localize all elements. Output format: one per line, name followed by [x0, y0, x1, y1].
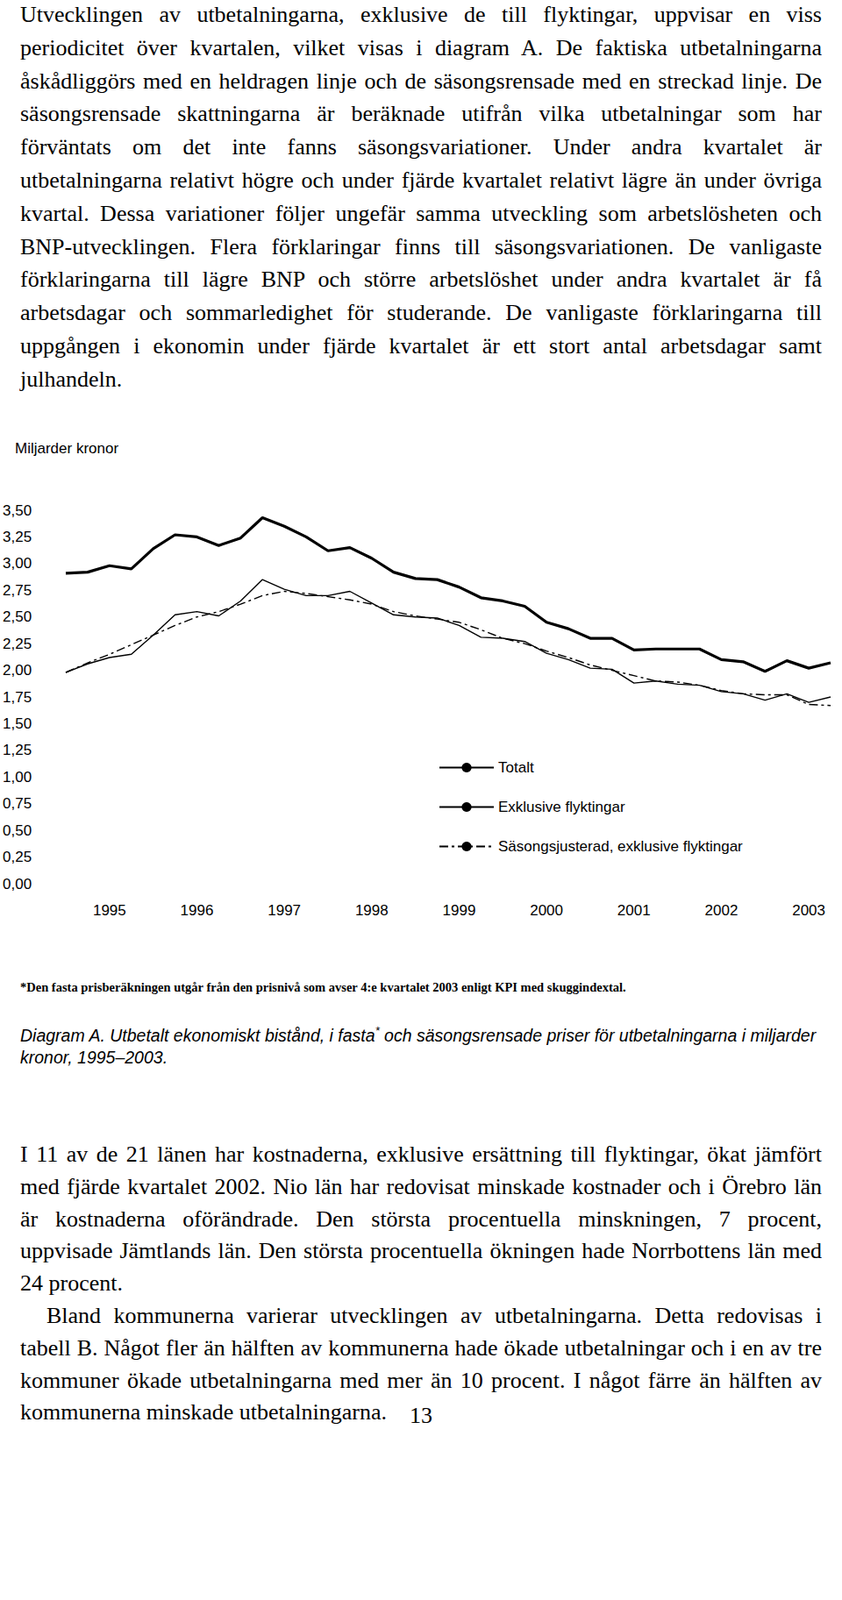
html-text:*Den fasta prisberäkningen utg: *Den fasta prisberäkningen utgår från de… [20, 980, 626, 995]
svg-text:Totalt: Totalt [498, 759, 535, 777]
svg-text:2,75: 2,75 [2, 582, 32, 600]
svg-text:2002: 2002 [705, 902, 739, 920]
svg-text:Säsongsjusterad, exklusive fly: Säsongsjusterad, exklusive flyktingar [498, 838, 743, 856]
svg-text:2000: 2000 [529, 902, 564, 920]
html-text:I 11 av de 21 länen har kostna: I 11 av de 21 länen har kostnaderna, exk… [20, 1141, 822, 1297]
svg-text:1,00: 1,00 [2, 769, 32, 786]
svg-text:Miljarder kronor: Miljarder kronor [14, 440, 119, 457]
html-text:Bland kommunerna varierar utve: Bland kommunerna varierar utvecklingen a… [20, 1303, 822, 1426]
svg-text:1997: 1997 [267, 902, 301, 920]
svg-text:1999: 1999 [442, 902, 477, 920]
svg-text:1995: 1995 [92, 902, 127, 920]
svg-text:1996: 1996 [180, 902, 215, 920]
svg-text:Exklusive flyktingar: Exklusive flyktingar [498, 799, 626, 816]
svg-text:1,50: 1,50 [2, 715, 32, 733]
svg-text:1,75: 1,75 [2, 689, 32, 707]
html-text:Utvecklingen av utbetalningarn: Utvecklingen av utbetalningarna, exklusi… [20, 1, 822, 392]
html-text:13: 13 [409, 1403, 433, 1429]
svg-text:0,50: 0,50 [2, 822, 32, 840]
svg-text:2,25: 2,25 [2, 635, 32, 653]
svg-text:1998: 1998 [355, 902, 389, 920]
svg-text:2,50: 2,50 [2, 608, 32, 626]
svg-text:1,25: 1,25 [2, 742, 32, 759]
html-text:Diagram A. Utbetalt ekonomiskt: Diagram A. Utbetalt ekonomiskt bistånd, … [20, 1024, 816, 1067]
svg-text:3,50: 3,50 [2, 502, 32, 520]
svg-text:3,25: 3,25 [2, 528, 32, 546]
svg-text:2,00: 2,00 [2, 662, 32, 679]
svg-text:0,75: 0,75 [2, 795, 32, 813]
svg-text:0,25: 0,25 [2, 849, 32, 866]
svg-text:0,00: 0,00 [2, 876, 32, 893]
svg-text:2001: 2001 [617, 902, 651, 920]
svg-text:3,00: 3,00 [2, 555, 32, 572]
svg-text:2003: 2003 [792, 902, 826, 920]
